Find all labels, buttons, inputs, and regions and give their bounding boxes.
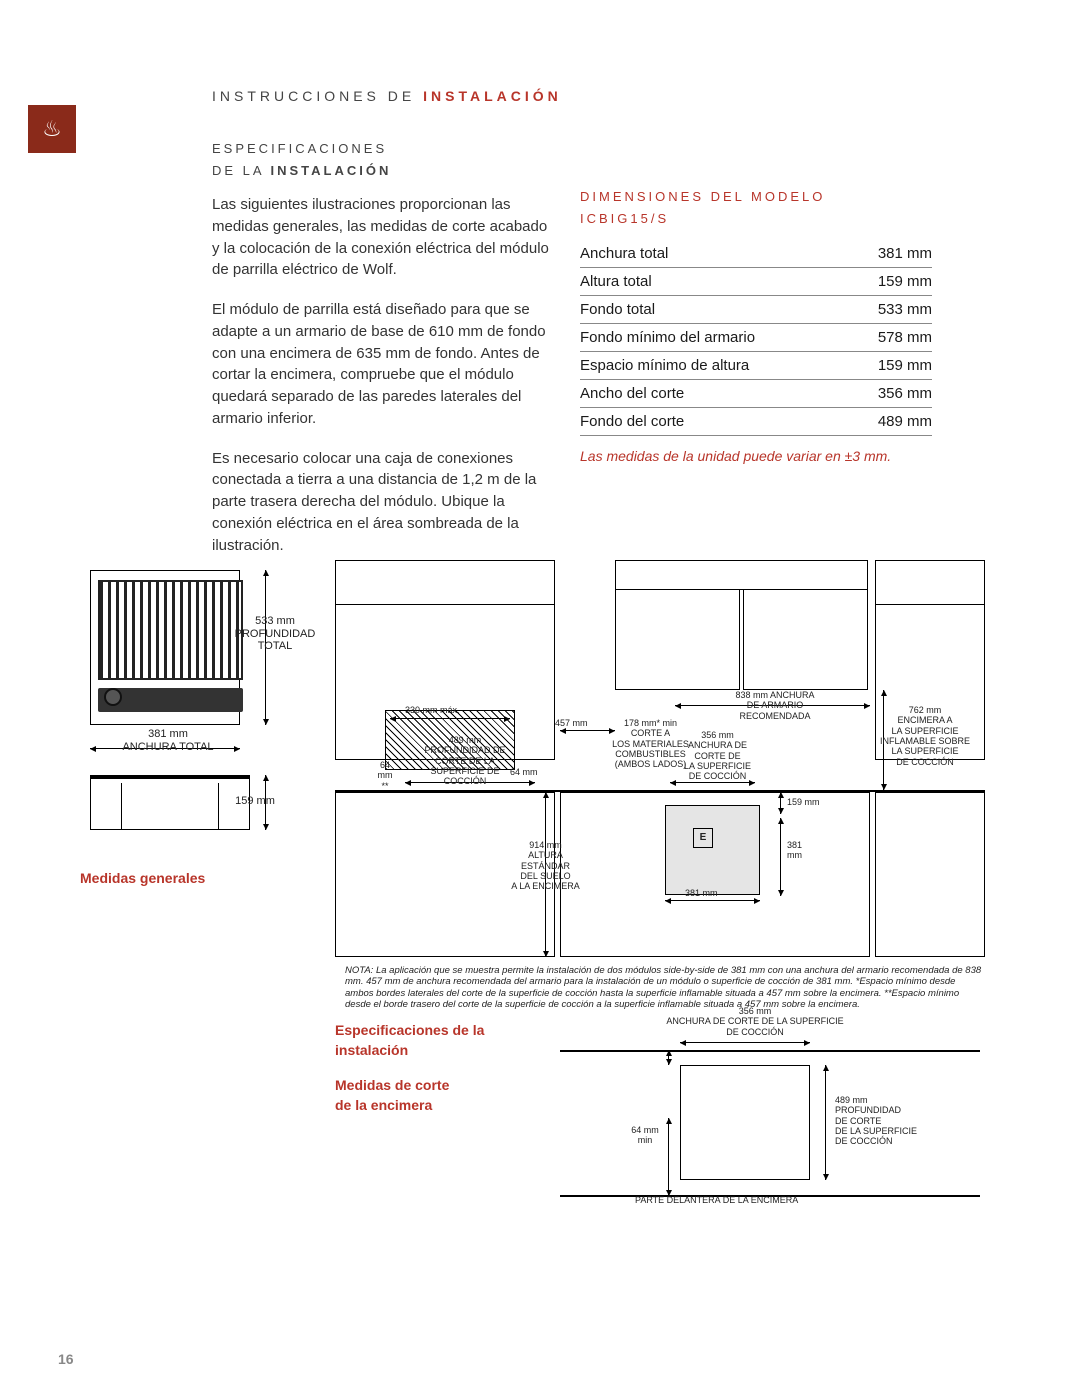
para-3: Es necesario colocar una caja de conexio… [212, 448, 552, 557]
diagrams-area: 533 mm PROFUNDIDAD TOTAL 381 mm ANCHURA … [55, 560, 985, 1360]
diagram-cutout: 356 mm ANCHURA DE CORTE DE LA SUPERFICIE… [560, 1010, 980, 1260]
table-row: Fondo total533 mm [580, 296, 932, 324]
page-number: 16 [58, 1351, 74, 1367]
table-row: Fondo mínimo del armario578 mm [580, 324, 932, 352]
diagram-footnote: NOTA: La aplicación que se muestra permi… [345, 965, 985, 1011]
diagram-overall: 533 mm PROFUNDIDAD TOTAL 381 mm ANCHURA … [80, 560, 340, 890]
diagram-cabinet: E 330 mm máx. 64 mm ** 489 mm PROFUNDIDA… [335, 560, 985, 980]
header-accent: INSTALACIÓN [423, 88, 562, 104]
overall-caption: Medidas generales [80, 870, 205, 886]
flame-icon: ♨ [42, 116, 62, 142]
spec-note: Las medidas de la unidad puede variar en… [580, 448, 932, 464]
table-row: Espacio mínimo de altura159 mm [580, 352, 932, 380]
spec-table: Anchura total381 mmAltura total159 mmFon… [580, 240, 932, 436]
dimensions-title: DIMENSIONES DEL MODELO ICBIG15/S [580, 186, 932, 230]
table-row: Fondo del corte489 mm [580, 408, 932, 436]
cutout-captions: Especificaciones de la instalación Medid… [335, 1020, 555, 1115]
content-area: INSTRUCCIONES DE INSTALACIÓN ESPECIFICAC… [212, 88, 932, 574]
table-row: Altura total159 mm [580, 268, 932, 296]
table-row: Anchura total381 mm [580, 240, 932, 268]
front-label: PARTE DELANTERA DE LA ENCIMERA [635, 1195, 798, 1205]
para-2: El módulo de parrilla está diseñado para… [212, 299, 552, 430]
page-header: INSTRUCCIONES DE INSTALACIÓN [212, 88, 932, 104]
header-prefix: INSTRUCCIONES DE [212, 88, 415, 104]
table-row: Ancho del corte356 mm [580, 380, 932, 408]
para-1: Las siguientes ilustraciones proporciona… [212, 194, 552, 281]
subheader: ESPECIFICACIONES DE LA INSTALACIÓN [212, 138, 552, 182]
side-tab: ♨ [28, 105, 76, 153]
